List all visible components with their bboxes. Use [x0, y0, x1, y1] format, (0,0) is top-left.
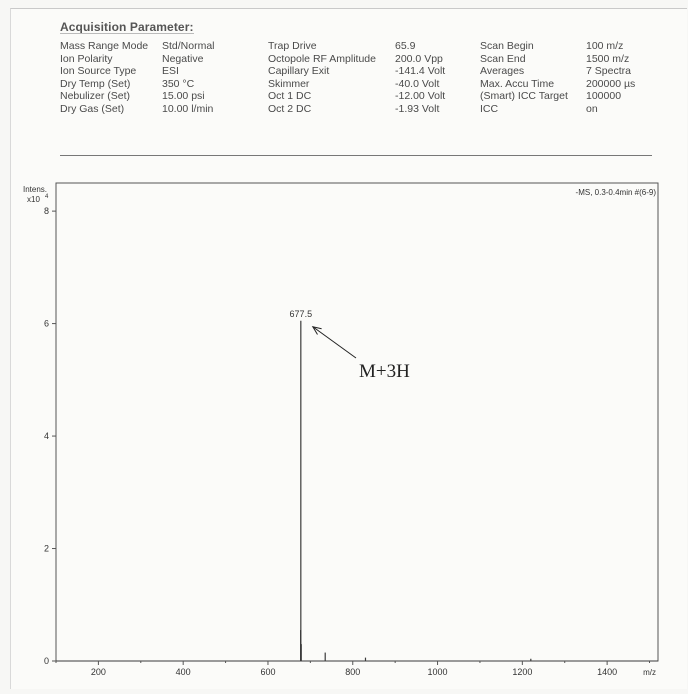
param-value: -141.4 Volt	[395, 65, 446, 77]
x-tick-label: 200	[91, 667, 106, 677]
report-page	[10, 8, 687, 689]
param-label: Nebulizer (Set)	[60, 90, 131, 102]
param-value: on	[586, 102, 598, 115]
param-label: ICC	[480, 102, 499, 115]
y-tick-label: 2	[44, 544, 49, 554]
param-value: Negative	[162, 52, 204, 65]
param-value: 100 m/z	[586, 40, 624, 52]
param-value: 7 Spectra	[586, 65, 631, 77]
param-label: Dry Temp (Set)	[60, 77, 131, 90]
x-axis-unit: m/z	[643, 668, 656, 677]
section-divider	[60, 155, 652, 156]
y-tick-label: 8	[44, 206, 49, 216]
x-tick-label: 800	[345, 667, 360, 677]
param-value: 350 °C	[162, 77, 195, 90]
param-label: Octopole RF Amplitude	[268, 52, 376, 65]
spectrum-label: -MS, 0.3-0.4min #(6-9)	[576, 188, 657, 197]
param-label: Mass Range Mode	[60, 40, 149, 52]
x-tick-label: 600	[260, 667, 275, 677]
param-label: Scan Begin	[480, 40, 534, 52]
param-labels-col-2: Trap Drive Octopole RF Amplitude Capilla…	[268, 40, 376, 115]
annotation-label: M+3H	[359, 361, 410, 382]
param-value: ESI	[162, 65, 179, 77]
annotation-arrow-shaft	[312, 326, 357, 359]
param-value: -1.93 Volt	[395, 102, 440, 115]
param-label: Dry Gas (Set)	[60, 102, 125, 115]
param-value: 10.00 l/min	[162, 102, 214, 115]
param-values-col-1: Std/Normal Negative ESI 350 °C 15.00 psi…	[162, 40, 215, 115]
param-labels-col-3: Scan Begin Scan End Averages Max. Accu T…	[480, 40, 568, 115]
param-label: Skimmer	[268, 77, 310, 90]
param-value: 100000	[586, 90, 622, 102]
peak-label: 677.5	[290, 309, 313, 319]
param-value: -12.00 Volt	[395, 90, 446, 102]
param-label: Oct 1 DC	[268, 90, 312, 102]
param-label: Scan End	[480, 52, 526, 65]
param-values-col-3: 100 m/z 1500 m/z 7 Spectra 200000 µs 100…	[586, 40, 635, 115]
chart-axes	[55, 182, 659, 662]
x-tick-label: 1000	[428, 667, 448, 677]
y-tick-label: 6	[44, 319, 49, 329]
param-label: Max. Accu Time	[480, 77, 555, 90]
param-value: 200000 µs	[586, 77, 636, 90]
title-underline	[60, 33, 194, 34]
param-value: -40.0 Volt	[395, 77, 440, 90]
param-label: Oct 2 DC	[268, 102, 312, 115]
chart-peaks: 677.5	[290, 309, 532, 661]
plot-frame	[55, 182, 659, 662]
param-value: 65.9	[395, 40, 416, 52]
y-tick-label: 0	[44, 656, 49, 666]
y-multiplier: x10	[27, 195, 40, 204]
x-tick-label: 1400	[597, 667, 617, 677]
y-axis-label: Intens.	[23, 185, 47, 194]
param-label: Trap Drive	[268, 40, 317, 52]
y-multiplier-exponent: 4	[45, 194, 49, 200]
param-labels-col-1: Mass Range Mode Ion Polarity Ion Source …	[60, 40, 148, 115]
param-value: 1500 m/z	[586, 52, 630, 65]
y-tick-label: 4	[44, 431, 49, 441]
param-label: Capillary Exit	[268, 65, 330, 77]
acquisition-title: Acquisition Parameter:	[60, 20, 194, 34]
x-tick-label: 400	[176, 667, 191, 677]
param-value: Std/Normal	[162, 40, 215, 52]
x-tick-label: 1200	[512, 667, 532, 677]
param-label: Ion Source Type	[60, 65, 137, 77]
param-label: (Smart) ICC Target	[480, 90, 568, 102]
chart-ticks: 200 400 600 800 1000 1200 1400 0 2 4 6 8	[44, 206, 651, 677]
param-value: 15.00 psi	[162, 90, 205, 102]
param-values-col-2: 65.9 200.0 Vpp -141.4 Volt -40.0 Volt -1…	[395, 40, 445, 115]
param-label: Ion Polarity	[60, 52, 113, 65]
chart-labels: Intens.x10 4 m/z -MS, 0.3-0.4min #(6-9)	[23, 185, 656, 677]
annotation-arrow-head	[311, 326, 322, 335]
param-label: Averages	[480, 65, 525, 77]
param-value: 200.0 Vpp	[395, 52, 443, 65]
